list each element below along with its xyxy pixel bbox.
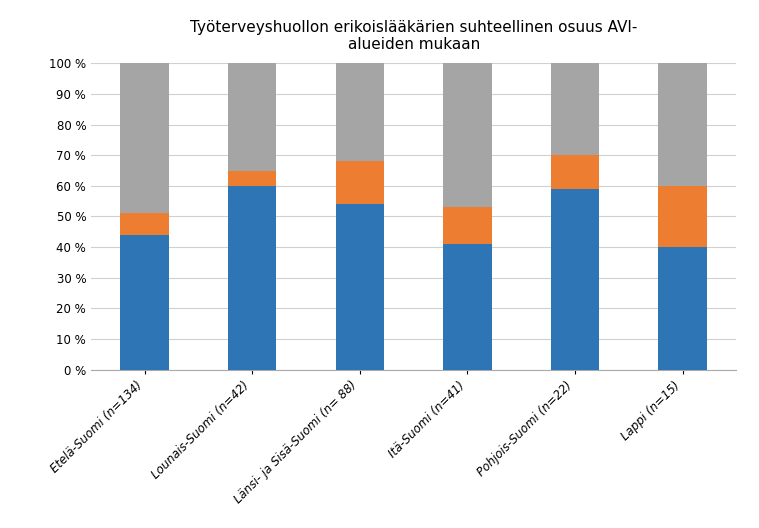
Title: Työterveyshuollon erikoislääkärien suhteellinen osuus AVI-
alueiden mukaan: Työterveyshuollon erikoislääkärien suhte… bbox=[190, 20, 638, 52]
Bar bbox=[335, 204, 384, 370]
Bar bbox=[121, 213, 168, 235]
Bar bbox=[551, 189, 600, 370]
Bar bbox=[659, 186, 707, 247]
Bar bbox=[228, 63, 276, 171]
Bar bbox=[443, 208, 492, 244]
Bar bbox=[228, 186, 276, 370]
Bar bbox=[443, 63, 492, 208]
Bar bbox=[228, 171, 276, 186]
Bar bbox=[659, 63, 707, 186]
Bar bbox=[551, 63, 600, 155]
Bar bbox=[121, 63, 168, 213]
Bar bbox=[121, 235, 168, 370]
Bar bbox=[551, 155, 600, 189]
Bar bbox=[659, 247, 707, 370]
Bar bbox=[335, 63, 384, 162]
Bar bbox=[335, 162, 384, 204]
Bar bbox=[443, 244, 492, 370]
